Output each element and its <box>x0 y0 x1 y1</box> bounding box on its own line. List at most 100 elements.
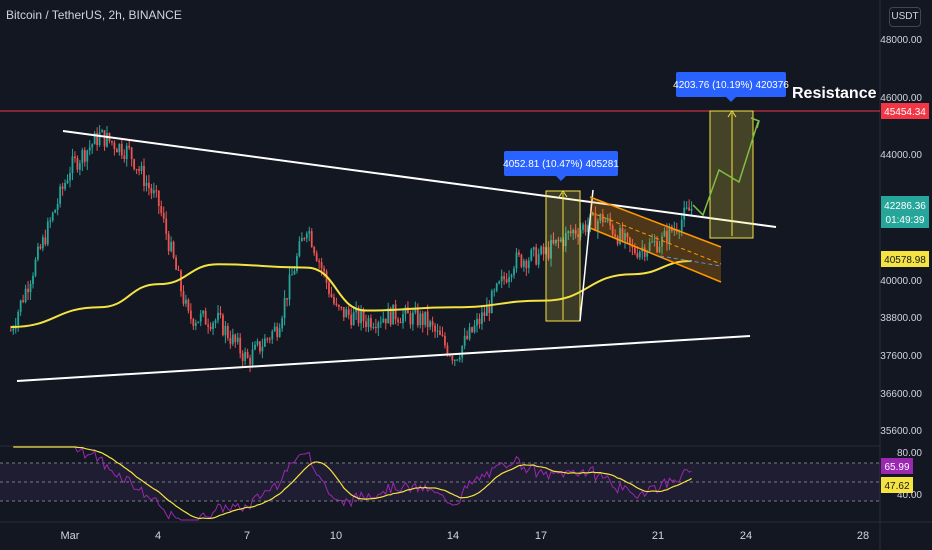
rsi-tick-label: 40.00 <box>897 490 922 501</box>
candle-body <box>379 322 382 324</box>
candle-body <box>505 279 508 283</box>
candle-body <box>458 357 461 360</box>
rsi-signal-line <box>13 446 692 520</box>
candle-body <box>207 324 210 327</box>
candle-body <box>680 219 683 232</box>
candle-body <box>441 334 444 336</box>
candle-body <box>508 277 510 283</box>
measure-label-2[interactable]: 4203.76 (10.19%) 420376 <box>673 72 789 102</box>
price-axis[interactable]: 48000.00 46000.00 44000.00 40000.00 3880… <box>880 35 922 437</box>
candle-body <box>468 327 471 339</box>
candle-body <box>493 290 496 292</box>
price-tick-label: 46000.00 <box>880 93 922 104</box>
candle-body <box>315 253 318 261</box>
time-axis[interactable]: Mar 4 7 10 14 17 21 24 28 <box>61 530 870 542</box>
candle-body <box>41 237 44 249</box>
candle-body <box>88 147 91 151</box>
candle-body <box>352 312 355 326</box>
candle-body <box>532 247 535 250</box>
candle-body <box>281 318 284 329</box>
candle-body <box>56 203 59 210</box>
time-tick-label: 28 <box>857 530 869 542</box>
measure-arrowhead-1 <box>558 190 568 198</box>
candle-body <box>165 218 168 235</box>
candle-body <box>596 220 599 231</box>
candle-body <box>522 260 525 267</box>
candle-body <box>229 338 232 344</box>
candle-body <box>569 231 572 234</box>
candle-body <box>177 269 180 271</box>
candle-body <box>96 133 99 146</box>
candle-body <box>407 307 409 314</box>
candle-body <box>584 224 587 233</box>
candle-body <box>266 338 269 340</box>
candle-body <box>204 310 207 325</box>
candle-body <box>614 234 617 237</box>
candle-body <box>66 180 69 183</box>
currency-badge[interactable]: USDT <box>889 7 921 27</box>
candle-body <box>604 221 607 223</box>
candle-body <box>286 298 288 300</box>
candle-body <box>231 334 234 344</box>
candle-body <box>345 309 348 318</box>
candle-body <box>320 262 323 269</box>
candle-body <box>51 212 54 221</box>
candle-body <box>582 224 584 230</box>
candle-series <box>9 125 693 373</box>
candle-body <box>424 311 427 325</box>
time-tick-label: 17 <box>535 530 547 542</box>
candle-body <box>303 238 306 240</box>
candle-body <box>436 330 439 332</box>
candle-body <box>182 291 185 304</box>
candle-body <box>241 353 244 361</box>
candle-body <box>217 312 219 321</box>
candle-body <box>78 163 81 170</box>
candle-body <box>172 241 175 258</box>
candle-body <box>81 150 84 164</box>
candle-body <box>273 326 276 332</box>
candle-body <box>189 310 192 320</box>
candle-body <box>557 239 560 242</box>
candle-body <box>268 338 271 340</box>
candle-body <box>527 260 530 269</box>
candle-body <box>224 325 227 336</box>
resistance-annotation[interactable]: Resistance <box>792 85 877 102</box>
candle-body <box>384 318 387 324</box>
candle-body <box>234 334 237 342</box>
measure-label-1[interactable]: 4052.81 (10.47%) 405281 <box>503 151 619 181</box>
rsi-value-text: 65.99 <box>884 462 909 473</box>
candle-body <box>483 312 486 316</box>
lower-trendline <box>16 335 751 382</box>
candle-body <box>138 169 140 171</box>
candle-body <box>135 169 138 171</box>
candle-body <box>537 253 540 265</box>
candle-body <box>106 133 108 147</box>
measure-arrowhead-2 <box>727 110 737 118</box>
symbol-title[interactable]: Bitcoin / TetherUS, 2h, BINANCE <box>6 8 182 22</box>
candle-body <box>160 206 163 214</box>
candle-body <box>461 345 464 358</box>
candle-body <box>619 228 621 244</box>
candle-body <box>350 314 353 326</box>
price-tick-label: 44000.00 <box>880 150 922 161</box>
candle-body <box>547 247 550 259</box>
candle-body <box>360 310 362 324</box>
candle-body <box>688 207 691 211</box>
candle-body <box>101 130 103 133</box>
candle-body <box>530 249 533 261</box>
candle-body <box>572 229 575 234</box>
candle-body <box>658 246 661 253</box>
candle-body <box>362 310 365 322</box>
time-tick-label: 21 <box>652 530 664 542</box>
candle-body <box>123 155 126 159</box>
candle-body <box>222 314 224 336</box>
last-price-badge: 42286.36 01:49:39 <box>881 196 929 228</box>
candle-body <box>594 213 597 231</box>
candle-body <box>202 310 205 314</box>
candle-body <box>333 297 335 304</box>
candle-body <box>439 330 441 335</box>
candle-body <box>515 252 518 269</box>
candle-body <box>271 331 274 340</box>
